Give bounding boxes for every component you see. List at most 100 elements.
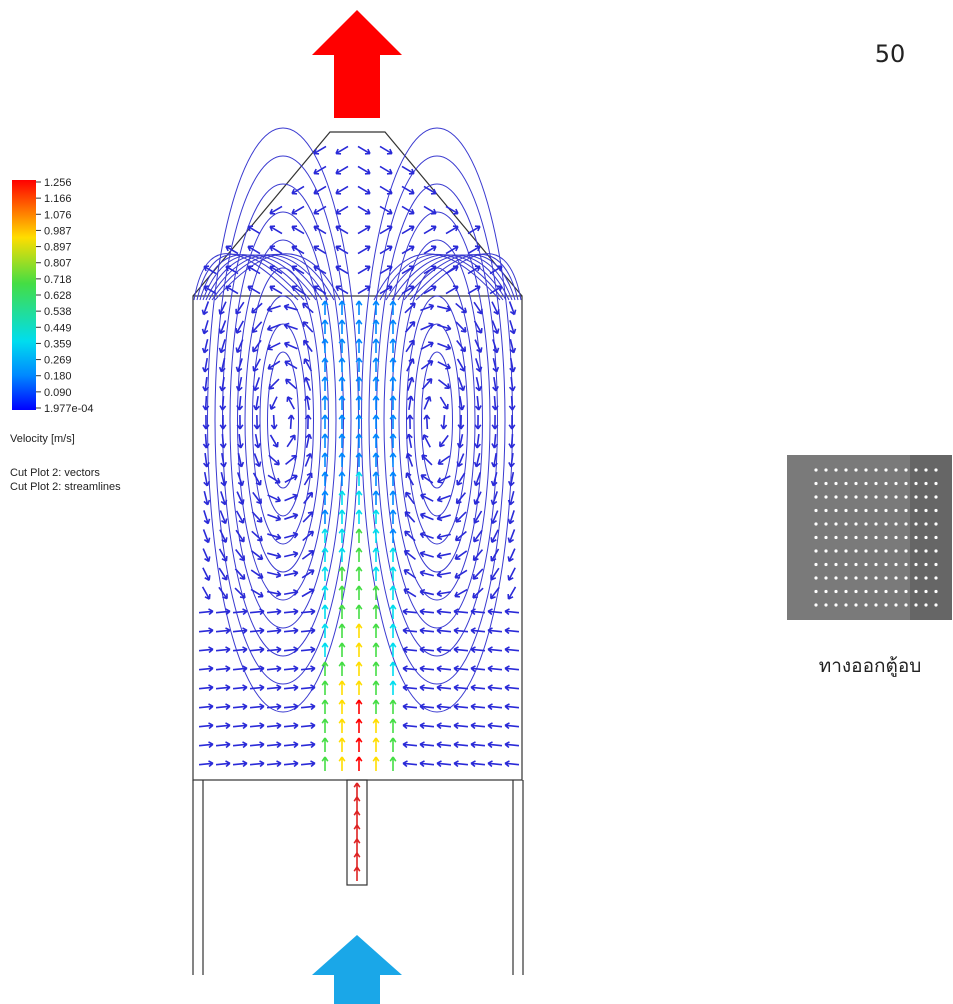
vector xyxy=(372,319,380,334)
vector xyxy=(456,433,464,449)
vector xyxy=(321,357,329,372)
vector xyxy=(455,321,467,333)
hole xyxy=(874,481,878,486)
vector xyxy=(419,550,434,558)
vector xyxy=(215,760,231,768)
vector xyxy=(419,722,435,730)
vector xyxy=(437,361,451,370)
roof-line xyxy=(373,253,501,301)
vector xyxy=(249,722,265,730)
vector xyxy=(249,703,265,711)
vector xyxy=(453,665,469,673)
legend-label: 0.897 xyxy=(44,242,72,254)
legend-note: Cut Plot 2: vectors xyxy=(10,467,100,479)
vector xyxy=(355,528,363,543)
hole xyxy=(844,508,848,513)
figure-caption: ทางออกตู้อบ xyxy=(819,655,922,677)
vector xyxy=(389,737,397,752)
hole xyxy=(904,481,908,486)
vector xyxy=(407,395,414,411)
vector xyxy=(445,205,459,215)
vector xyxy=(401,165,415,175)
vector xyxy=(372,452,380,467)
hole xyxy=(934,481,938,486)
vector xyxy=(284,531,299,539)
vector xyxy=(355,376,363,391)
vector xyxy=(372,357,380,372)
vector xyxy=(202,395,210,411)
vector xyxy=(300,627,316,635)
vector xyxy=(353,824,361,839)
vector xyxy=(304,452,313,467)
vector xyxy=(321,452,329,467)
vector xyxy=(453,646,469,654)
vector xyxy=(335,265,349,275)
hole xyxy=(834,468,838,472)
hole xyxy=(894,481,898,486)
vector xyxy=(254,433,262,449)
vector xyxy=(291,265,305,275)
vector xyxy=(504,646,520,654)
vector xyxy=(419,646,435,654)
vector xyxy=(251,321,263,333)
vector xyxy=(321,376,329,391)
hole xyxy=(894,508,898,513)
vector xyxy=(407,376,415,391)
vector xyxy=(198,665,214,673)
hole xyxy=(824,495,828,499)
vector xyxy=(487,646,503,654)
hole xyxy=(934,576,938,580)
hole xyxy=(924,468,928,472)
vector xyxy=(420,474,434,484)
vector xyxy=(218,567,228,581)
vector xyxy=(440,414,448,430)
vector xyxy=(198,627,214,635)
hole xyxy=(894,535,898,540)
hole xyxy=(864,481,868,486)
vector xyxy=(219,433,227,449)
vector xyxy=(235,301,245,315)
vector xyxy=(313,265,327,275)
vector xyxy=(269,265,283,275)
vector xyxy=(215,684,231,692)
hole xyxy=(934,603,938,607)
vector xyxy=(355,566,363,581)
vector xyxy=(252,491,262,505)
vector xyxy=(219,395,227,411)
vector xyxy=(252,358,261,372)
hole xyxy=(824,481,828,486)
vector xyxy=(266,305,281,313)
vector xyxy=(455,302,468,314)
hole xyxy=(844,589,848,594)
hole xyxy=(914,603,918,607)
vector xyxy=(249,646,265,654)
vector xyxy=(232,741,248,749)
vector xyxy=(419,588,435,596)
vector xyxy=(267,494,282,503)
vector xyxy=(300,722,316,730)
vector xyxy=(490,491,498,506)
vector xyxy=(473,301,483,315)
vector xyxy=(437,379,451,390)
vector xyxy=(439,396,449,410)
vector xyxy=(436,494,451,503)
vector xyxy=(492,376,499,392)
legend-label: 0.987 xyxy=(44,225,72,237)
roof-line xyxy=(397,254,513,301)
hole xyxy=(834,495,838,499)
vector xyxy=(250,588,264,598)
vector xyxy=(338,376,346,391)
hole xyxy=(874,495,878,499)
hole xyxy=(834,589,838,594)
vortex-line xyxy=(383,211,491,629)
hole xyxy=(854,589,858,594)
vector xyxy=(357,185,371,195)
vector xyxy=(419,531,434,540)
vector xyxy=(389,395,397,410)
vector xyxy=(283,703,299,711)
vector xyxy=(202,567,211,581)
vector xyxy=(357,205,371,215)
vector xyxy=(338,642,346,657)
vector xyxy=(445,245,459,255)
